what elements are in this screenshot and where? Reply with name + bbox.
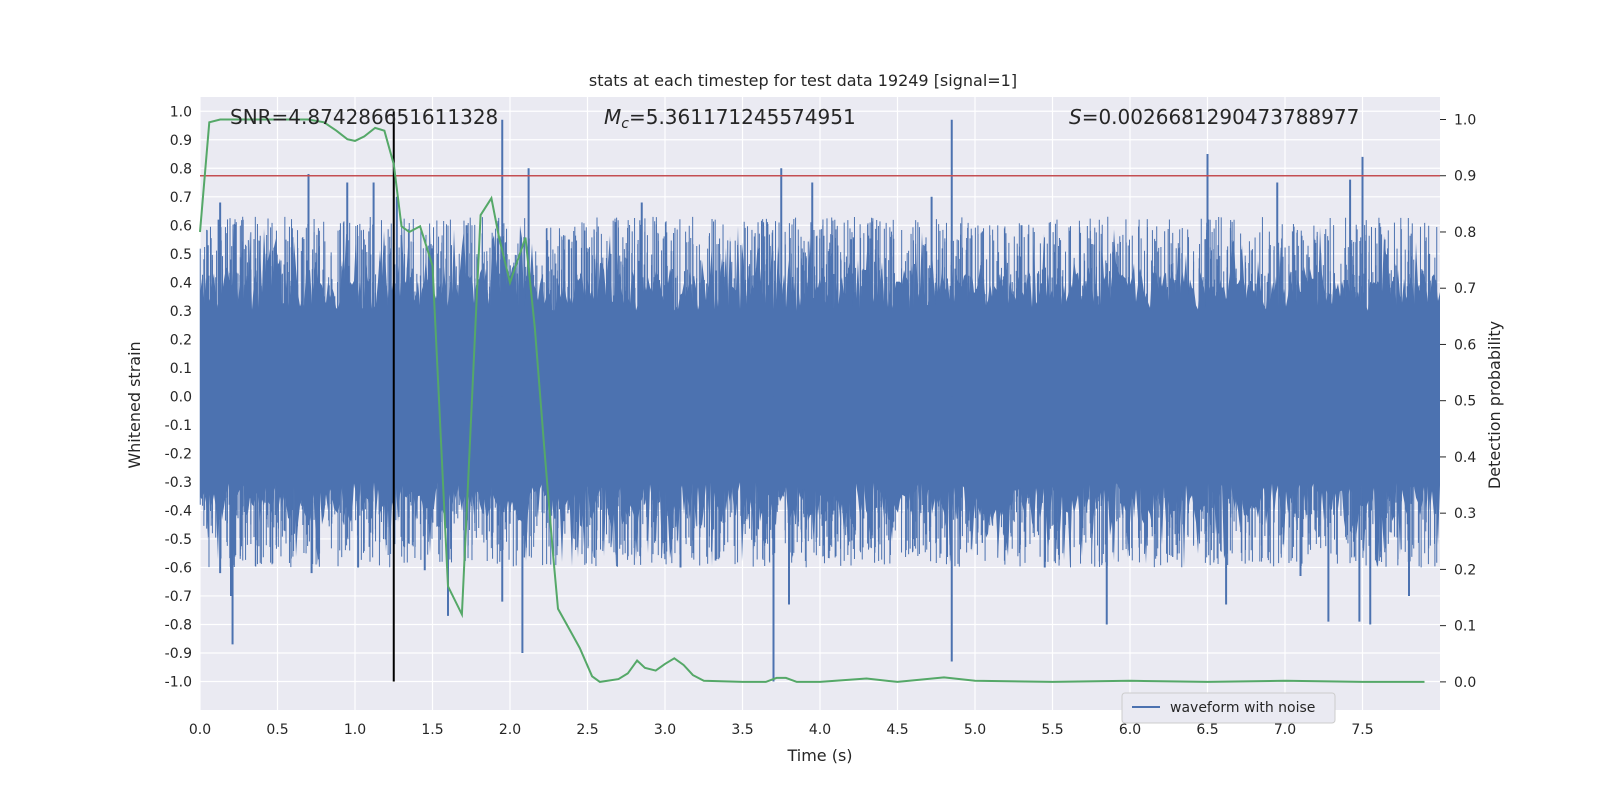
x-tick-label: 4.0 [809,722,831,738]
y-right-tick-label: 0.4 [1454,450,1476,466]
legend-box [1121,692,1336,724]
x-tick-label: 6.5 [1196,722,1218,738]
y-left-tick-label: -0.5 [165,532,192,548]
x-tick-label: 2.5 [576,722,598,738]
y-right-tick-label: 0.3 [1454,506,1476,522]
legend: waveform with noise [1121,692,1336,724]
y-left-axis-ticks: 1.0 0.9 0.8 0.7 0.6 0.5 0.4 0.3 0.2 0.1 0.0 -0.1 -0.… [165,104,192,690]
s-value: =0.0026681290473788977 [1082,105,1360,129]
y-right-tick-label: 0.6 [1454,337,1476,353]
legend-label: waveform with noise [1170,700,1315,716]
y-right-axis-ticks: 1.0 0.9 0.8 0.7 0.6 0.5 0.4 0.3 0.2 0.1 0.0 [1440,112,1476,691]
y-right-tick-label: 1.0 [1454,112,1476,128]
x-tick-label: 5.0 [964,722,986,738]
y-left-tick-label: 0.4 [170,275,192,291]
chirp-mass-subscript: c [621,116,629,132]
y-left-tick-label: 1.0 [170,104,192,120]
x-tick-label: 5.5 [1041,722,1063,738]
y-left-tick-label: 0.5 [170,247,192,263]
x-tick-label: 4.5 [886,722,908,738]
detection-probability-line [199,118,1425,683]
x-tick-label: 0.0 [189,722,211,738]
y-right-tick-label: 0.5 [1454,394,1476,410]
y-left-tick-label: -0.9 [165,646,192,662]
y-right-tick-label: 0.9 [1454,169,1476,185]
x-tick-label: 2.0 [499,722,521,738]
x-axis-ticks: 0.0 0.5 1.0 1.5 2.0 2.5 3.0 3.5 4.0 4.5 5.0 5.5 6.0 6… [189,722,1374,738]
chirp-mass-annotation: Mc=5.361171245574951 [604,105,856,132]
x-tick-label: 1.5 [421,722,443,738]
y-left-tick-label: 0.1 [170,361,192,377]
y-right-tick-label: 0.0 [1454,675,1476,691]
chirp-mass-symbol: M [604,105,621,129]
x-tick-label: 3.5 [731,722,753,738]
y-right-tick-label: 0.2 [1454,562,1476,578]
y-left-tick-label: 0.9 [170,133,192,149]
snr-annotation: SNR=4.874286651611328 [230,105,498,129]
waveform-noise-band [200,225,1440,568]
y-left-tick-label: -0.2 [165,446,192,462]
y-left-tick-label: -0.4 [165,503,192,519]
x-tick-label: 7.0 [1274,722,1296,738]
y-left-tick-label: -0.7 [165,589,192,605]
y-left-tick-label: -1.0 [165,674,192,690]
y-left-axis-label: Whitened strain [125,341,144,468]
y-left-tick-label: 0.6 [170,218,192,234]
s-annotation: S=0.0026681290473788977 [1069,105,1359,129]
y-left-tick-label: -0.8 [165,617,192,633]
s-symbol: S [1069,105,1082,129]
x-tick-label: 0.5 [266,722,288,738]
y-left-tick-label: 0.7 [170,190,192,206]
y-left-tick-label: -0.6 [165,560,192,576]
y-left-tick-label: 0.3 [170,304,192,320]
y-right-tick-label: 0.1 [1454,619,1476,635]
x-tick-label: 7.5 [1351,722,1373,738]
x-tick-label: 6.0 [1119,722,1141,738]
y-left-tick-label: 0.8 [170,161,192,177]
y-left-tick-label: 0.2 [170,332,192,348]
y-left-tick-label: 0.0 [170,389,192,405]
x-tick-label: 1.0 [344,722,366,738]
y-right-tick-label: 0.7 [1454,281,1476,297]
y-right-axis-label: Detection probability [1485,321,1504,489]
chirp-mass-value: =5.361171245574951 [629,105,856,129]
x-tick-label: 3.0 [654,722,676,738]
y-right-tick-label: 0.8 [1454,225,1476,241]
chart-title: stats at each timestep for test data 192… [589,71,1017,90]
x-axis-label: Time (s) [786,746,852,765]
y-left-tick-label: -0.1 [165,418,192,434]
waveform-spikes [206,119,1431,682]
y-left-tick-label: -0.3 [165,475,192,491]
